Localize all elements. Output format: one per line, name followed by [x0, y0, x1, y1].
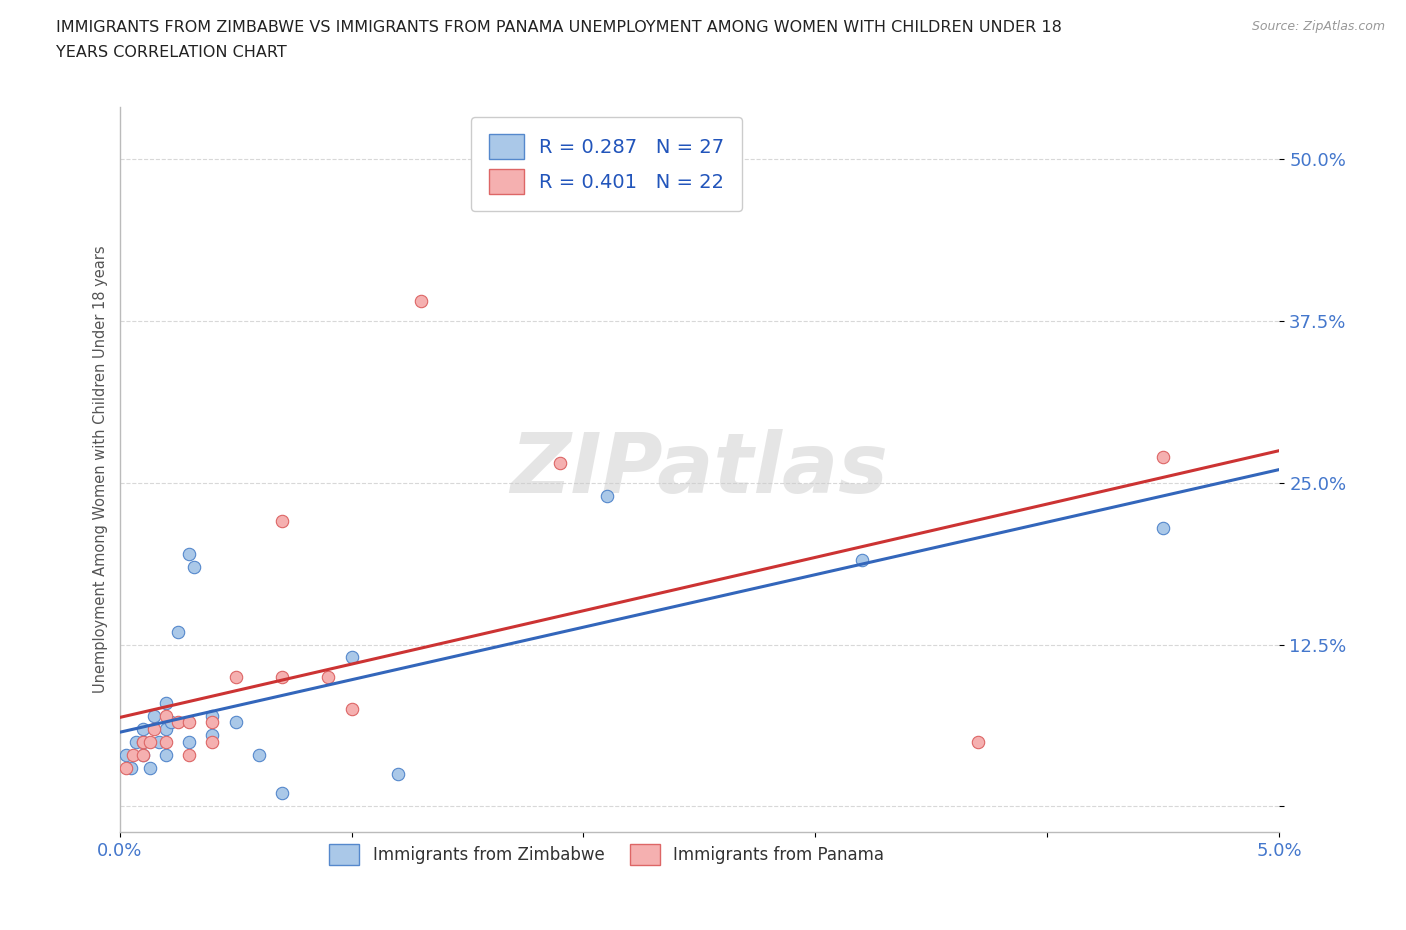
Point [201, 735, 224, 750]
Point [115, 747, 138, 762]
Point [967, 735, 990, 750]
Point [166, 624, 188, 639]
Point [120, 760, 142, 775]
Point [340, 702, 363, 717]
Point [143, 709, 166, 724]
Point [183, 559, 205, 574]
Point [132, 747, 155, 762]
Point [148, 735, 170, 750]
Point [270, 670, 294, 684]
Text: IMMIGRANTS FROM ZIMBABWE VS IMMIGRANTS FROM PANAMA UNEMPLOYMENT AMONG WOMEN WITH: IMMIGRANTS FROM ZIMBABWE VS IMMIGRANTS F… [56, 20, 1062, 35]
Point [851, 552, 873, 567]
Point [143, 722, 166, 737]
Point [138, 735, 160, 750]
Point [179, 735, 201, 750]
Text: YEARS CORRELATION CHART: YEARS CORRELATION CHART [56, 45, 287, 60]
Point [1153, 521, 1175, 536]
Point [132, 735, 155, 750]
Point [270, 786, 294, 801]
Point [179, 747, 201, 762]
Point [115, 760, 138, 775]
Point [1153, 449, 1175, 464]
Point [225, 670, 247, 684]
Point [340, 650, 363, 665]
Point [155, 696, 177, 711]
Point [155, 735, 177, 750]
Point [318, 670, 340, 684]
Point [166, 715, 188, 730]
Point [201, 709, 224, 724]
Point [159, 715, 181, 730]
Point [270, 514, 294, 529]
Point [225, 715, 247, 730]
Point [387, 766, 409, 781]
Point [132, 747, 155, 762]
Point [155, 747, 177, 762]
Point [411, 294, 433, 309]
Point [596, 488, 619, 503]
Point [201, 728, 224, 743]
Point [132, 722, 155, 737]
Point [125, 735, 148, 750]
Point [179, 715, 201, 730]
Y-axis label: Unemployment Among Women with Children Under 18 years: Unemployment Among Women with Children U… [93, 246, 108, 694]
Point [247, 747, 270, 762]
Point [550, 456, 572, 471]
Point [138, 760, 160, 775]
Point [155, 709, 177, 724]
Text: Source: ZipAtlas.com: Source: ZipAtlas.com [1251, 20, 1385, 33]
Point [201, 715, 224, 730]
Legend: Immigrants from Zimbabwe, Immigrants from Panama: Immigrants from Zimbabwe, Immigrants fro… [321, 835, 893, 873]
Point [122, 747, 145, 762]
Point [179, 547, 201, 562]
Point [132, 735, 155, 750]
Text: ZIPatlas: ZIPatlas [510, 429, 889, 511]
Point [155, 722, 177, 737]
